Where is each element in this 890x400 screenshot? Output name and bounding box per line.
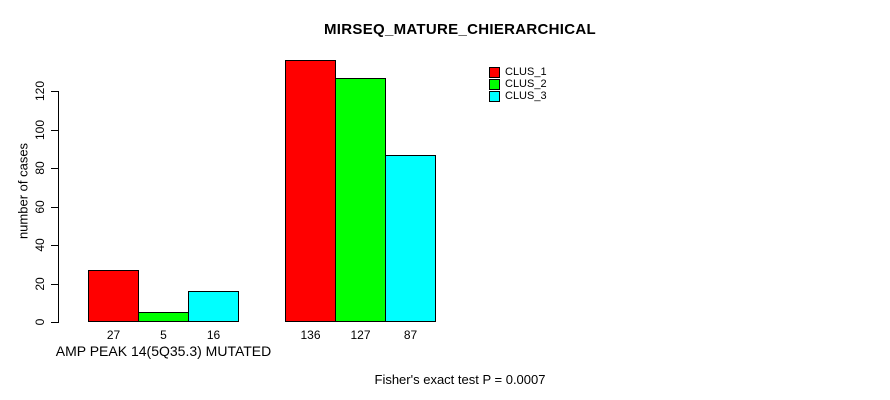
bar-value-label: 127	[350, 328, 371, 342]
bar-CLUS_3-group2	[385, 154, 436, 322]
legend-label: CLUS_1	[505, 66, 547, 78]
legend-swatch	[489, 78, 500, 90]
bar-CLUS_1-group2	[285, 60, 336, 322]
bar-value-label: 87	[403, 328, 418, 342]
bar-value-label: 16	[206, 328, 221, 342]
tick-label-20: 20	[33, 276, 47, 291]
y-axis-line	[58, 91, 59, 323]
legend-label: CLUS_3	[505, 90, 547, 102]
tick-mark-60	[51, 206, 58, 208]
tick-label-40: 40	[33, 238, 47, 252]
tick-label-80: 80	[33, 161, 47, 175]
tick-mark-120	[51, 91, 58, 92]
bar-value-label: 27	[106, 328, 121, 342]
legend-item-CLUS_3: CLUS_3	[489, 90, 547, 102]
tick-mark-100	[51, 129, 58, 131]
bar-value-label: 136	[300, 328, 321, 342]
tick-label-60: 60	[33, 199, 47, 214]
legend-swatch	[489, 66, 500, 78]
category-label: AMP PEAK 14(5Q35.3) MUTATED	[55, 343, 272, 359]
bar-CLUS_1-group1	[88, 270, 139, 322]
tick-label-120: 120	[33, 80, 47, 102]
chart-title: MIRSEQ_MATURE_CHIERARCHICAL	[324, 21, 596, 38]
tick-mark-80	[51, 168, 58, 169]
tick-mark-40	[51, 245, 58, 246]
legend-label: CLUS_2	[505, 78, 547, 90]
bar-CLUS_2-group2	[335, 77, 386, 322]
tick-label-0: 0	[33, 318, 47, 326]
legend-item-CLUS_2: CLUS_2	[489, 78, 547, 90]
legend: CLUS_1 CLUS_2 CLUS_3	[489, 66, 547, 102]
tick-mark-0	[51, 322, 58, 323]
bar-CLUS_2-group1	[138, 312, 189, 322]
y-axis-label: number of cases	[15, 142, 31, 240]
bar-CLUS_3-group1	[188, 291, 239, 322]
tick-mark-20	[51, 283, 58, 285]
footnote-pvalue: Fisher's exact test P = 0.0007	[374, 372, 546, 387]
legend-swatch	[489, 90, 500, 102]
tick-label-100: 100	[33, 119, 47, 140]
legend-item-CLUS_1: CLUS_1	[489, 66, 547, 78]
bar-value-label: 5	[160, 328, 167, 342]
